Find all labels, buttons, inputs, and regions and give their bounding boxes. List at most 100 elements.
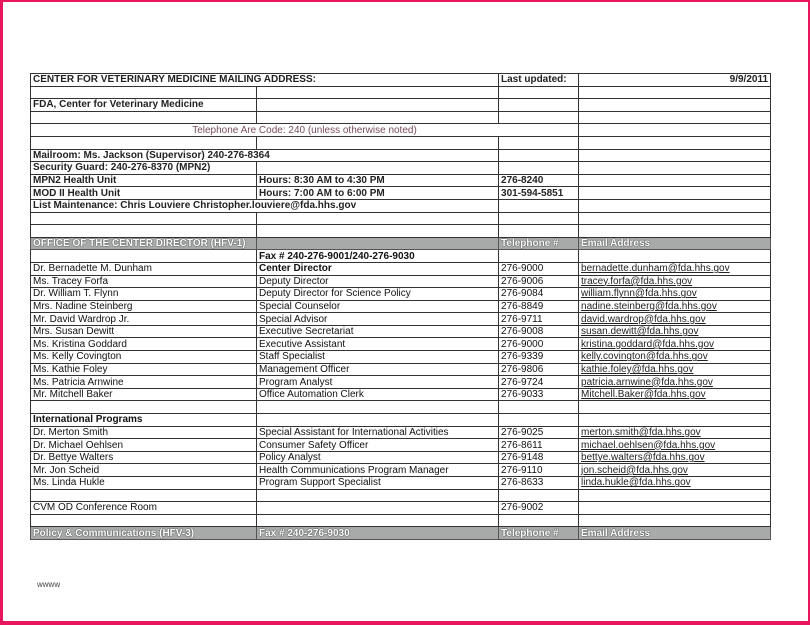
table-row: Dr. Michael Oehlsen Consumer Safety Offic… [30,438,772,452]
cell-title: Policy Analyst [255,450,500,465]
blank-row [30,400,772,415]
cell-email: kathie.foley@fda.hhs.gov [578,362,772,377]
cell-name: Mr. David Wardrop Jr. [30,312,257,326]
cell-title: Fax # 240-276-9001/240-276-9030 [255,249,500,263]
cell-name: OFFICE OF THE CENTER DIRECTOR (HFV-1) [30,236,257,251]
cell-telephone: 276-9148 [498,450,580,465]
cell-name: MOD II Health Unit [30,186,257,200]
cell-name: Mr. Jon Scheid [30,463,257,477]
email-link[interactable]: bernadette.dunham@fda.hhs.gov [581,263,730,275]
cell-telephone: Telephone # [498,236,580,251]
cell-title [255,224,500,238]
cell-email: Email Address [578,526,772,540]
cell-name: Dr. Bettye Walters [30,450,257,465]
cell-telephone: 276-8633 [498,476,580,490]
email-link[interactable]: kathie.foley@fda.hhs.gov [581,363,694,375]
email-link[interactable]: michael.oehlsen@fda.hhs.gov [581,439,716,451]
email-link[interactable]: merton.smith@fda.hhs.gov [581,426,701,438]
cell-telephone [498,413,580,427]
table-row: Ms. Linda Hukle Program Support Specialis… [30,476,772,490]
cell-email [578,488,772,503]
cell-name [30,488,257,503]
table-row: Security Guard: 240-276-8370 (MPN2) [30,161,772,175]
cell-email [578,400,772,415]
cell-telephone: 276-9006 [498,274,580,289]
cell-email: susan.dewitt@fda.hhs.gov [578,324,772,339]
table-row: List Maintenance: Chris Louviere Christo… [29,198,772,213]
cell-name [30,400,257,415]
cell-name [30,135,257,150]
email-link[interactable]: jon.scheid@fda.hhs.gov [581,464,688,476]
cell-title: Office Automation Clerk [255,387,500,402]
cell-title: Consumer Safety Officer [255,438,500,452]
email-link[interactable]: Mitchell.Baker@fda.hhs.gov [581,389,706,401]
cell-name [30,85,257,100]
cell-telephone [498,135,580,150]
cell-email: nadine.steinberg@fda.hhs.gov [578,299,772,314]
cell-email: 9/9/2011 [578,73,772,87]
cell-email: kristina.goddard@fda.hhs.gov [578,337,772,352]
email-link[interactable]: william.flynn@fda.hhs.gov [581,288,697,300]
blank-row [30,211,772,226]
cell-telephone [498,85,580,100]
cell-email: tracey.forfa@fda.hhs.gov [578,274,772,289]
email-link[interactable]: linda.hukle@fda.hhs.gov [581,477,691,489]
blank-row [30,224,772,238]
cell-telephone [498,224,580,238]
cell-email [578,501,772,515]
cell-email: merton.smith@fda.hhs.gov [578,425,772,440]
cell-email [578,224,772,238]
table-row: Ms. Kristina Goddard Executive Assistant 2… [30,337,772,352]
cell-name: Mailroom: Ms. Jackson (Supervisor) 240-2… [29,148,500,163]
footer-text: wwww [37,580,61,589]
cell-email [578,123,772,137]
email-link[interactable]: kristina.goddard@fda.hhs.gov [581,338,715,350]
email-link[interactable]: nadine.steinberg@fda.hhs.gov [581,300,717,312]
cell-email [578,249,772,263]
cell-title [255,400,500,415]
email-link[interactable]: patricia.arnwine@fda.hhs.gov [581,376,713,388]
table-row: Dr. William T. Flynn Deputy Director for … [30,287,772,301]
cell-name: Dr. Bernadette M. Dunham [30,261,257,276]
cell-email: jon.scheid@fda.hhs.gov [578,463,772,477]
cell-telephone [498,148,580,163]
cell-telephone [498,110,580,125]
cell-title: Executive Secretariat [255,324,500,339]
cell-name: Ms. Linda Hukle [30,476,257,490]
email-link[interactable]: tracey.forfa@fda.hhs.gov [581,275,693,287]
table-row: CENTER FOR VETERINARY MEDICINE MAILING A… [29,73,772,87]
cell-title [255,85,500,100]
cell-title [255,98,500,112]
cell-telephone: 276-9008 [498,324,580,339]
cell-title [255,413,500,427]
cell-email: bettye.walters@fda.hhs.gov [578,450,772,465]
cell-email [578,173,772,188]
table-row: Fax # 240-276-9001/240-276-9030 [30,249,772,263]
cell-telephone [498,488,580,503]
email-link[interactable]: david.wardrop@fda.hhs.gov [581,313,706,325]
cell-name: Security Guard: 240-276-8370 (MPN2) [30,161,257,175]
cell-title: Special Assistant for International Acti… [255,425,500,440]
table-row: Dr. Bernadette M. Dunham Center Director 2… [30,261,772,276]
cell-telephone: 276-9025 [498,425,580,440]
table-row: Mr. Mitchell Baker Office Automation Cler… [30,387,772,402]
cell-name: Dr. Merton Smith [30,425,257,440]
section-header-row: Policy & Communications (HFV-3) Fax # 240… [30,526,772,540]
cell-name: FDA, Center for Veterinary Medicine [30,98,257,112]
email-link[interactable]: kelly.covington@fda.hhs.gov [581,351,708,363]
cell-title: Executive Assistant [255,337,500,352]
cell-telephone: Last updated: [498,73,580,87]
cell-email: patricia.arnwine@fda.hhs.gov [578,375,772,389]
cell-telephone: 276-9339 [498,350,580,364]
cell-title: Center Director [255,261,500,276]
email-link[interactable]: bettye.walters@fda.hhs.gov [581,452,705,464]
cell-email [578,161,772,175]
blank-row [30,488,772,503]
cell-email [578,98,772,112]
cell-telephone: Telephone # [498,526,580,540]
table-row: Ms. Tracey Forfa Deputy Director 276-9006 t… [30,274,772,289]
email-link[interactable]: susan.dewitt@fda.hhs.gov [581,326,699,338]
cell-title: Special Advisor [255,312,500,326]
table-row: FDA, Center for Veterinary Medicine [30,98,772,112]
cell-telephone [498,249,580,263]
